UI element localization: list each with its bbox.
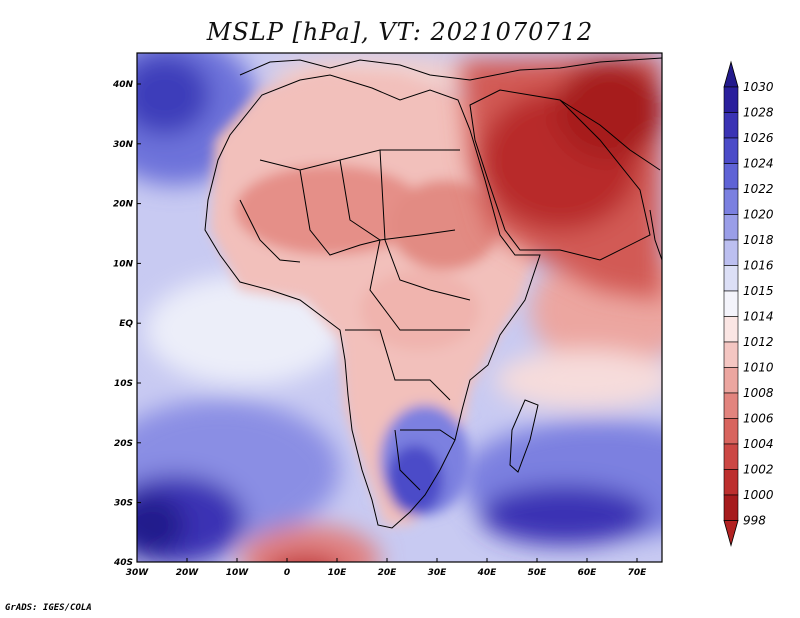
colorbar-label: 1012 [743, 335, 774, 349]
map-frame [136, 52, 663, 563]
colorbar-label: 1006 [743, 412, 774, 426]
lat-tick-label: 10S [114, 379, 133, 389]
lon-tick-label: 0 [284, 568, 290, 578]
colorbar-label: 1008 [743, 386, 774, 400]
lon-tick-label: 40E [477, 568, 498, 578]
lat-tick-label: 10N [113, 259, 134, 269]
colorbar: 1030 1028 1026 1024 1022 1020 1018 1016 1015 1014… [723, 60, 774, 547]
lon-tick-label: 10E [328, 568, 348, 578]
latitude-axis: 40N 30N 20N 10N EQ 10S 20S 30S 40S [112, 80, 141, 568]
colorbar-swatch [723, 494, 739, 521]
map-title: MSLP [hPa], VT: 2021070712 [206, 18, 594, 46]
lat-tick-label: 30S [114, 499, 133, 509]
colorbar-label: 1020 [743, 208, 774, 222]
credit-label: GrADS: IGES/COLA [5, 603, 92, 613]
coastlines [204, 57, 662, 529]
colorbar-label: 1030 [743, 80, 774, 94]
colorbar-label: 1016 [743, 259, 774, 273]
colorbar-swatch [723, 137, 739, 164]
colorbar-swatch [723, 316, 739, 343]
lon-tick-label: 30E [428, 568, 448, 578]
colorbar-swatch [723, 418, 739, 445]
colorbar-swatch [723, 341, 739, 368]
colorbar-label: 1010 [743, 361, 774, 375]
lon-tick-label: 20W [176, 568, 200, 578]
lat-tick-label: 40N [112, 80, 134, 90]
lon-tick-label: 70E [628, 568, 648, 578]
colorbar-swatch [723, 443, 739, 470]
lat-tick-label: 20N [113, 200, 134, 210]
colorbar-swatch [723, 214, 739, 241]
colorbar-label: 1015 [743, 284, 774, 298]
colorbar-swatch [723, 163, 739, 190]
colorbar-label: 1018 [743, 233, 774, 247]
lat-tick-label: 30N [113, 140, 134, 150]
colorbar-label: 1024 [743, 157, 774, 171]
colorbar-swatch [723, 86, 739, 113]
colorbar-bottom-arrow [723, 520, 739, 547]
colorbar-label: 1028 [743, 106, 774, 120]
colorbar-label: 1002 [743, 463, 774, 477]
colorbar-swatch [723, 239, 739, 266]
pressure-field [137, 53, 662, 562]
lon-tick-label: 10W [226, 568, 250, 578]
lon-tick-label: 30W [126, 568, 150, 578]
lat-tick-label: 20S [114, 439, 133, 449]
colorbar-label: 1004 [743, 437, 774, 451]
colorbar-swatch [723, 112, 739, 139]
colorbar-label: 1026 [743, 131, 774, 145]
lon-tick-label: 50E [528, 568, 548, 578]
colorbar-label: 998 [743, 514, 766, 528]
colorbar-swatch [723, 392, 739, 419]
lat-tick-label: 40S [113, 558, 133, 568]
longitude-axis: 30W 20W 10W 0 10E 20E 30E 40E 50E 60E 70E [126, 558, 647, 578]
colorbar-top-arrow [723, 60, 739, 88]
colorbar-swatch [723, 265, 739, 292]
lat-tick-label: EQ [119, 319, 133, 329]
colorbar-swatch [723, 188, 739, 215]
lon-tick-label: 20E [378, 568, 398, 578]
colorbar-label: 1000 [743, 488, 774, 502]
lon-tick-label: 60E [578, 568, 598, 578]
colorbar-swatch [723, 290, 739, 317]
colorbar-swatch [723, 469, 739, 496]
colorbar-label: 1022 [743, 182, 774, 196]
colorbar-label: 1014 [743, 310, 774, 324]
colorbar-swatch [723, 367, 739, 394]
